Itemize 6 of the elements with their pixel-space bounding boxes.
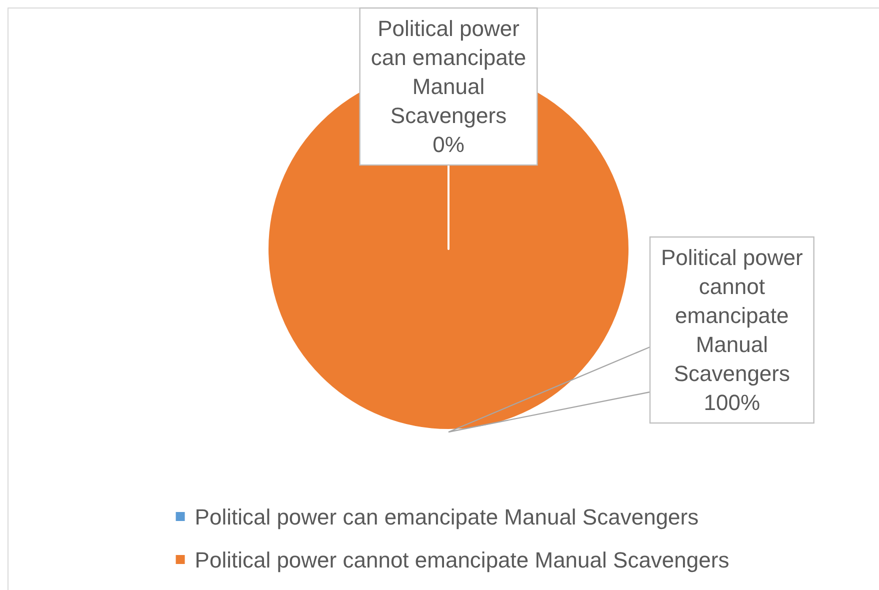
slice-label: Political power cannot emancipate Manual Scavengers (661, 245, 803, 386)
legend-label: Political power can emancipate Manual Scavengers (194, 504, 699, 530)
category-label: Political power can emancipate Manual Scavengers (370, 16, 526, 128)
text: 0% (432, 132, 464, 157)
legend-label: Political power cannot emancipate Manual Scavengers (194, 548, 730, 572)
data-label: 100% (704, 390, 760, 415)
